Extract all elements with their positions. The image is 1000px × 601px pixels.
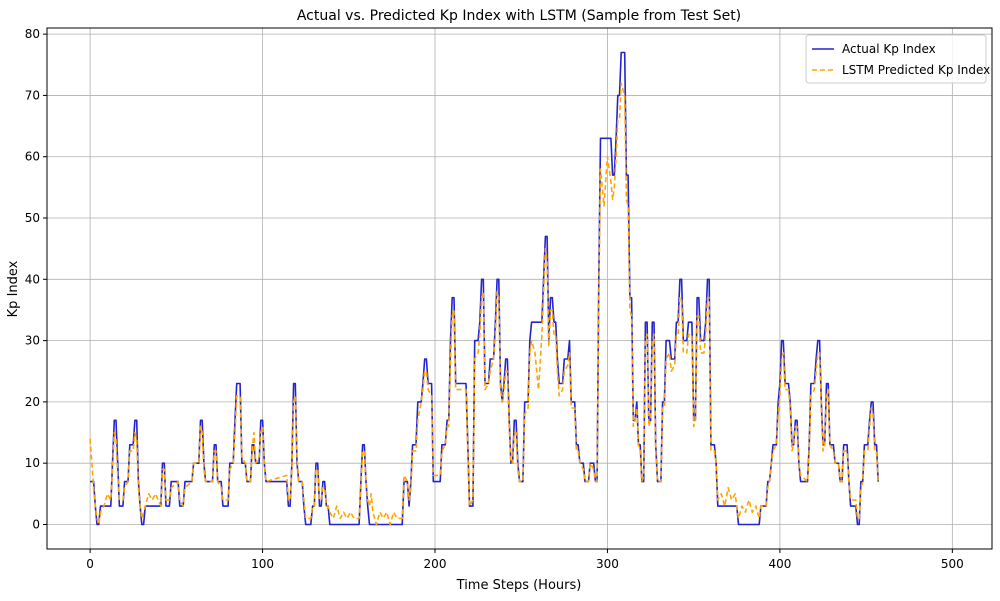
legend-box <box>805 34 987 84</box>
plot-frame <box>46 27 993 550</box>
chart-title: Actual vs. Predicted Kp Index with LSTM … <box>297 8 741 24</box>
y-tick-label: 60 <box>25 150 40 164</box>
y-tick-label: 70 <box>25 88 40 102</box>
x-tick-label: 0 <box>86 557 94 571</box>
axis-ticks: 0 100 200 300 400 500 0 10 20 30 40 50 60 70 80 <box>25 27 964 571</box>
y-tick-label: 10 <box>25 456 40 470</box>
y-tick-label: 80 <box>25 27 40 41</box>
legend-label: Actual Kp Index <box>842 42 936 56</box>
y-tick-label: 40 <box>25 272 40 286</box>
series-layer <box>89 51 879 526</box>
x-tick-label: 400 <box>768 557 791 571</box>
y-tick-label: 30 <box>25 334 40 348</box>
y-axis-title: Kp Index <box>6 260 21 317</box>
series-line-predicted <box>89 82 879 526</box>
y-tick-label: 0 <box>32 517 40 531</box>
grid <box>47 28 992 549</box>
legend: Actual Kp Index LSTM Predicted Kp Index <box>805 34 990 84</box>
x-tick-label: 500 <box>941 557 964 571</box>
x-tick-label: 200 <box>424 557 447 571</box>
y-tick-label: 50 <box>25 211 40 225</box>
legend-label: LSTM Predicted Kp Index <box>842 63 990 77</box>
y-tick-label: 20 <box>25 395 40 409</box>
x-axis-title: Time Steps (Hours) <box>456 578 582 593</box>
x-tick-label: 300 <box>596 557 619 571</box>
x-tick-label: 100 <box>251 557 274 571</box>
